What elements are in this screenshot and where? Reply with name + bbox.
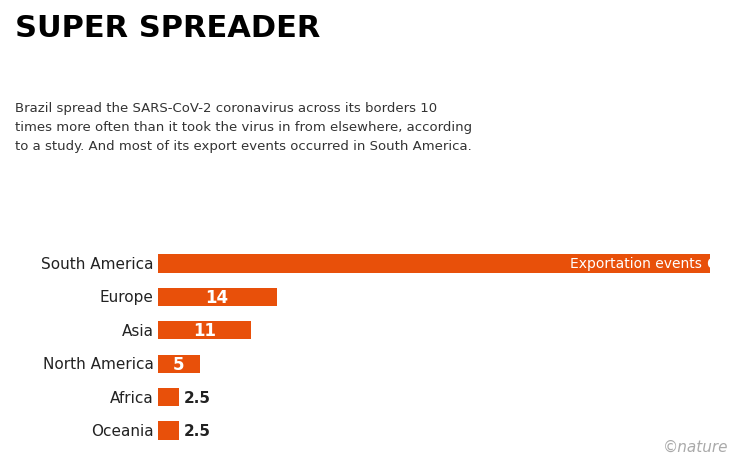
Text: Brazil spread the SARS-CoV-2 coronavirus across its borders 10
times more often : Brazil spread the SARS-CoV-2 coronavirus… <box>15 102 472 153</box>
Bar <box>158 255 710 273</box>
Bar <box>158 421 179 440</box>
Text: Europe: Europe <box>100 290 153 305</box>
Bar <box>158 388 179 407</box>
Text: 2.5: 2.5 <box>184 390 211 405</box>
Text: North America: North America <box>43 357 153 371</box>
Text: Oceania: Oceania <box>91 423 153 438</box>
Text: 2.5: 2.5 <box>184 423 211 438</box>
Bar <box>158 321 252 340</box>
Text: 65%: 65% <box>706 257 740 271</box>
Text: Africa: Africa <box>110 390 153 405</box>
Text: 11: 11 <box>193 322 216 339</box>
Text: 14: 14 <box>206 288 229 306</box>
Text: ©nature: ©nature <box>663 439 728 454</box>
Bar <box>158 288 277 307</box>
Bar <box>158 355 201 373</box>
Text: 5: 5 <box>173 355 185 373</box>
Text: SUPER SPREADER: SUPER SPREADER <box>15 14 321 43</box>
Text: South America: South America <box>41 257 153 271</box>
Text: Exportation events: Exportation events <box>570 257 706 271</box>
Text: Asia: Asia <box>122 323 153 338</box>
